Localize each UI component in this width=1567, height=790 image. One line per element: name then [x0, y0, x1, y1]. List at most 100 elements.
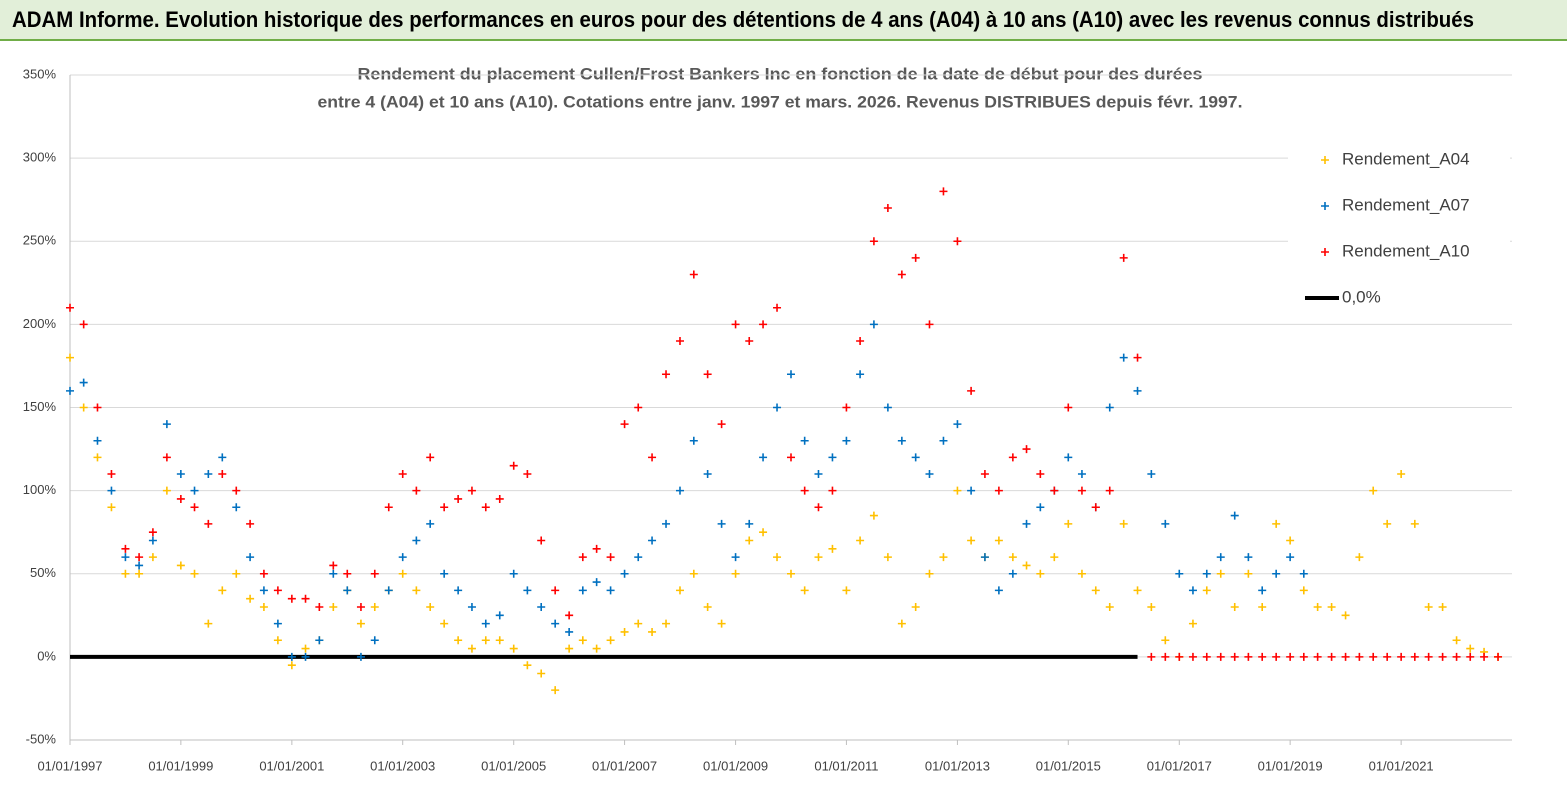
point: [675, 337, 684, 345]
point: [994, 536, 1003, 545]
point: [1466, 644, 1475, 653]
point: [745, 519, 754, 528]
point: [994, 586, 1003, 595]
point: [856, 337, 865, 345]
point: [1244, 569, 1253, 578]
point: [967, 536, 976, 545]
point: [745, 536, 754, 545]
point: [883, 403, 892, 412]
point: [467, 603, 476, 611]
point: [495, 611, 504, 620]
point: [1299, 569, 1308, 578]
point: [1036, 503, 1045, 512]
point: [1313, 652, 1322, 661]
point: [1410, 652, 1419, 661]
legend-box: [1288, 135, 1510, 320]
point: [1064, 519, 1073, 528]
point: [1188, 619, 1197, 628]
point: [301, 644, 310, 653]
point: [1216, 553, 1225, 562]
legend-swatch: [1321, 248, 1329, 256]
point: [287, 652, 296, 661]
point: [925, 569, 934, 578]
point: [1188, 652, 1197, 661]
point: [301, 652, 310, 661]
point: [1077, 470, 1086, 478]
point: [925, 470, 934, 478]
y-tick-label: 0%: [37, 648, 56, 663]
point: [1202, 569, 1211, 578]
point: [384, 503, 393, 512]
point: [329, 569, 338, 578]
point: [329, 561, 338, 570]
point: [911, 603, 920, 611]
point: [689, 569, 698, 578]
point: [1175, 569, 1184, 578]
point: [1355, 652, 1364, 661]
point: [620, 627, 629, 636]
point: [481, 619, 490, 628]
point: [412, 486, 421, 495]
point: [467, 486, 476, 495]
point: [1133, 386, 1142, 395]
point: [925, 320, 934, 329]
point: [1480, 652, 1489, 661]
point: [1077, 569, 1086, 578]
point: [967, 386, 976, 395]
point: [218, 586, 227, 595]
point: [911, 253, 920, 262]
point: [1119, 353, 1128, 362]
point: [148, 528, 157, 537]
point: [1147, 470, 1156, 478]
point: [648, 627, 657, 636]
legend-label: Rendement_A04: [1342, 149, 1470, 168]
point: [759, 320, 768, 329]
point: [1230, 511, 1239, 520]
point: [897, 436, 906, 445]
point: [620, 420, 629, 429]
point: [398, 553, 407, 562]
point: [1036, 470, 1045, 478]
point: [1008, 569, 1017, 578]
point: [315, 603, 324, 611]
point: [731, 569, 740, 578]
point: [634, 403, 643, 412]
point: [1216, 652, 1225, 661]
x-tick-label: 01/01/2015: [1036, 758, 1101, 773]
point: [953, 420, 962, 429]
point: [343, 569, 352, 578]
point: [592, 644, 601, 653]
point: [523, 470, 532, 478]
point: [994, 486, 1003, 495]
point: [1105, 603, 1114, 611]
point: [606, 586, 615, 595]
point: [454, 586, 463, 595]
point: [162, 486, 171, 495]
point: [176, 470, 185, 478]
point: [551, 586, 560, 595]
point: [232, 486, 241, 495]
point: [218, 453, 227, 462]
point: [787, 569, 795, 578]
plot-area: [66, 187, 1503, 695]
point: [1286, 553, 1295, 562]
point: [66, 353, 74, 362]
point: [1091, 503, 1100, 512]
point: [176, 561, 185, 570]
point: [953, 237, 962, 246]
x-tick-label: 01/01/2003: [370, 758, 435, 773]
point: [662, 370, 671, 379]
point: [1022, 519, 1031, 528]
point: [246, 594, 255, 603]
point: [703, 370, 712, 379]
point: [703, 470, 712, 478]
header-band: [0, 0, 1567, 40]
point: [759, 453, 768, 462]
point: [787, 453, 795, 462]
chart-title: Rendement du placement Cullen/Frost Bank…: [358, 64, 1203, 83]
point: [1147, 603, 1156, 611]
point: [856, 370, 865, 379]
point: [592, 544, 601, 553]
point: [121, 544, 130, 553]
y-tick-label: 350%: [23, 66, 57, 81]
